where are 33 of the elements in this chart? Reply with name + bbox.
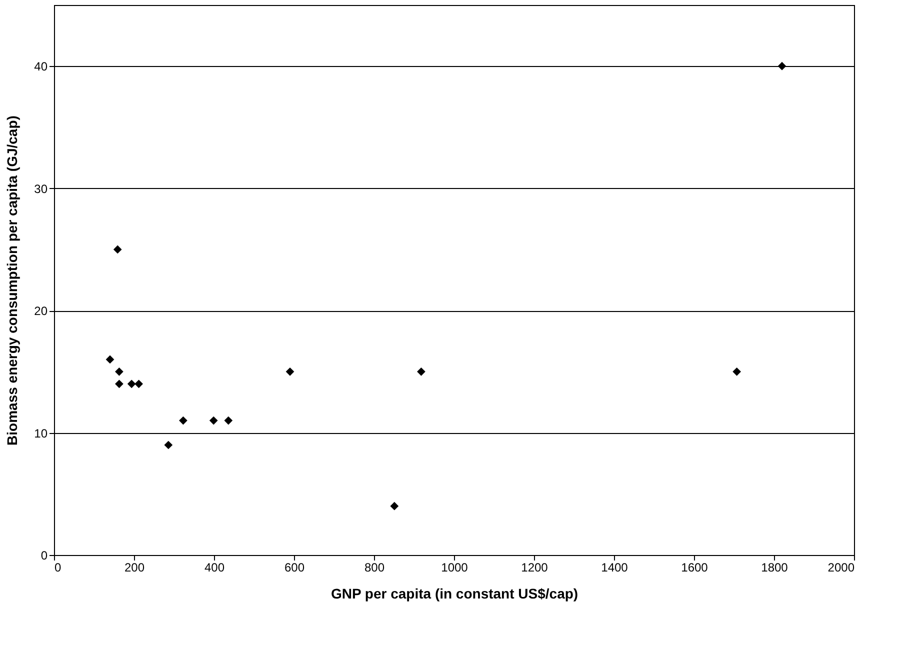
y-tick-label: 20: [34, 304, 48, 318]
x-tick-label: 1800: [761, 560, 788, 574]
x-axis-title: GNP per capita (in constant US$/cap): [330, 586, 578, 602]
x-tick-label: 400: [204, 560, 225, 574]
point: [417, 367, 426, 376]
x-tick-label: 2000: [828, 560, 855, 574]
x-tick-label: 600: [284, 560, 305, 574]
point: [127, 380, 136, 388]
y-tick-label: 30: [34, 182, 48, 196]
point: [286, 367, 294, 376]
point: [390, 502, 399, 510]
y-tick-label: 0: [40, 548, 48, 562]
x-tick-label: 800: [364, 560, 385, 574]
point: [113, 245, 122, 254]
x-tick-label: 0: [54, 560, 62, 574]
point: [179, 416, 188, 425]
y-axis-title: Biomass energy consumption per capita (GJ/cap): [4, 116, 20, 446]
y-tick-label: 40: [34, 60, 48, 74]
x-tick-label: 200: [124, 560, 145, 574]
point: [164, 440, 173, 450]
point: [224, 416, 233, 425]
point: [209, 416, 218, 425]
point: [106, 355, 114, 364]
x-tick-label: 1000: [441, 560, 468, 574]
point: [115, 380, 124, 388]
point: [732, 367, 741, 376]
point: [134, 380, 143, 388]
point: [115, 367, 124, 376]
y-tick-label: 10: [34, 426, 48, 440]
x-tick-label: 1200: [521, 560, 548, 574]
point: [778, 62, 786, 70]
x-tick-label: 1400: [601, 560, 628, 574]
x-tick-label: 1600: [681, 560, 708, 574]
